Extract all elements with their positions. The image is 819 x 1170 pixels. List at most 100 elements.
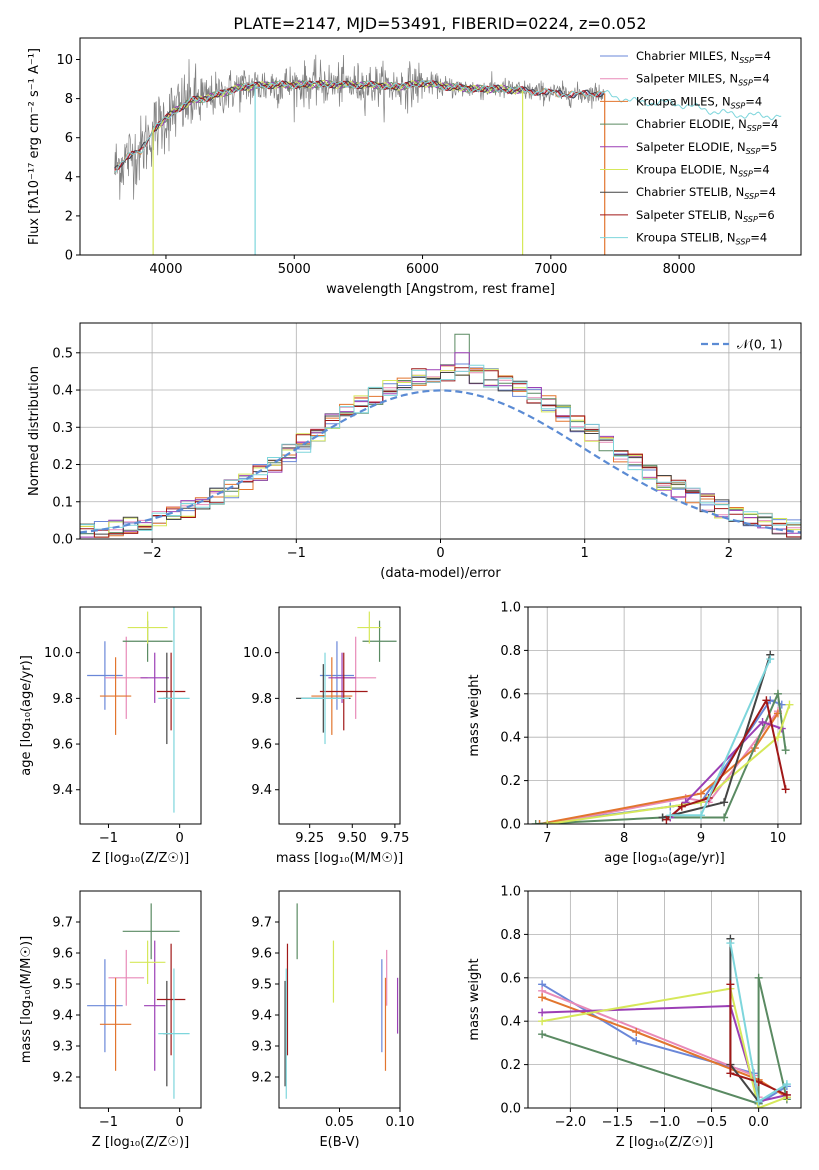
weight-line xyxy=(539,699,783,824)
x-axis-label: E(B-V) xyxy=(319,1135,359,1150)
y-tick-label: 0.4 xyxy=(52,384,73,399)
errorbar-point xyxy=(311,657,353,735)
y-tick-label: 9.6 xyxy=(251,947,272,962)
y-tick-label: 1.0 xyxy=(500,885,521,900)
panel-mass_vs_EBV: 0.05 0.10 9.2 9.3 9.4 9.5 9.6 9.7 E(B-V) xyxy=(251,890,414,1150)
x-tick-label: −1.5 xyxy=(602,1115,634,1130)
x-tick-label: −1 xyxy=(99,831,118,846)
x-tick-label: 0.0 xyxy=(748,1115,769,1130)
panel-mass_vs_Z: −1 0 9.2 9.3 9.4 9.5 9.6 9.7 Z [log₁₀(Z/Z☉)] mass… xyxy=(19,890,202,1150)
x-tick-label: 0 xyxy=(436,546,444,561)
y-tick-label: 9.2 xyxy=(52,1071,73,1086)
figure-title: PLATE=2147, MJD=53491, FIBERID=0224, z=0… xyxy=(233,14,646,33)
weight-marker xyxy=(782,1090,791,1099)
x-tick-label: 9 xyxy=(697,831,705,846)
y-tick-label: 0.0 xyxy=(500,818,521,833)
weight-marker xyxy=(632,1036,641,1045)
y-tick-label: 0.4 xyxy=(500,731,521,746)
y-tick-label: 0.2 xyxy=(52,458,73,473)
weight-line xyxy=(729,984,788,1096)
weight-marker xyxy=(785,700,794,709)
axes-frame xyxy=(527,606,802,825)
x-tick-label: 4000 xyxy=(149,262,182,277)
errorbar-point xyxy=(328,652,356,703)
weight-marker xyxy=(538,993,547,1002)
x-tick-label: 0.05 xyxy=(325,1115,354,1130)
plot-area xyxy=(538,934,791,1108)
weight-marker xyxy=(773,689,782,698)
errorbar-point xyxy=(319,652,368,731)
x-tick-label: 7000 xyxy=(534,262,567,277)
x-tick-label: 9.25 xyxy=(295,831,324,846)
y-tick-label: 0.0 xyxy=(500,1102,521,1117)
y-axis-label: Normed distribution xyxy=(27,366,42,496)
y-tick-label: 0.0 xyxy=(52,533,73,548)
weight-marker xyxy=(720,813,729,822)
y-axis-label: mass [log₁₀(M/M☉)] xyxy=(19,936,34,1063)
x-tick-label: 7 xyxy=(543,831,551,846)
y-tick-label: 9.4 xyxy=(52,783,73,798)
weight-marker xyxy=(538,1017,547,1026)
x-tick-label: 9.75 xyxy=(380,831,409,846)
y-tick-label: 9.6 xyxy=(251,738,272,753)
weight-line xyxy=(539,712,779,824)
errorbar-point xyxy=(357,611,382,644)
y-tick-label: 0 xyxy=(65,249,73,264)
x-axis-label: Z [log₁₀(Z/Z☉)] xyxy=(616,1135,713,1150)
x-tick-label: 8000 xyxy=(663,262,696,277)
x-tick-label: −2.0 xyxy=(555,1115,587,1130)
y-tick-label: 10.0 xyxy=(44,646,73,661)
y-tick-label: 0.4 xyxy=(500,1015,521,1030)
x-axis-label: wavelength [Angstrom, rest frame] xyxy=(326,282,555,297)
y-axis-label: age [log₁₀(age/yr)] xyxy=(19,655,34,776)
y-tick-label: 9.6 xyxy=(52,947,73,962)
errorbar-point xyxy=(129,940,166,984)
legend-entry: Salpeter MILES, NSSP=4 xyxy=(636,72,770,88)
weight-marker xyxy=(543,820,552,824)
errorbar-point xyxy=(87,959,123,1053)
weight-marker xyxy=(782,1080,791,1089)
model-spectrum xyxy=(114,80,782,173)
x-axis-label: mass [log₁₀(M/M☉)] xyxy=(276,851,403,866)
axes-frame xyxy=(278,606,401,825)
y-tick-label: 9.7 xyxy=(251,916,272,931)
y-axis-label: mass weight xyxy=(467,674,482,756)
x-tick-label: 6000 xyxy=(406,262,439,277)
y-tick-label: 9.3 xyxy=(251,1040,272,1055)
y-tick-label: 0.2 xyxy=(500,774,521,789)
weight-line xyxy=(541,987,788,1108)
y-tick-label: 0.2 xyxy=(500,1058,521,1073)
legend-entry: Chabrier STELIB, NSSP=4 xyxy=(636,185,776,201)
plot-area xyxy=(80,333,801,538)
y-tick-label: 0.6 xyxy=(500,971,521,986)
weight-line xyxy=(542,1004,788,1103)
residual-histogram xyxy=(80,352,801,538)
x-tick-label: −1 xyxy=(99,1115,118,1130)
plot-area xyxy=(284,903,399,1099)
legend-entry: Kroupa ELODIE, NSSP=4 xyxy=(636,163,770,179)
x-tick-label: −1 xyxy=(287,546,306,561)
y-axis-label: Flux [fλ10⁻¹⁷ erg cm⁻² s⁻¹ A⁻¹] xyxy=(27,48,42,245)
weight-marker xyxy=(666,811,675,820)
y-tick-label: 0.1 xyxy=(52,495,73,510)
y-tick-label: 6 xyxy=(65,131,73,146)
x-tick-label: −2 xyxy=(143,546,162,561)
y-tick-label: 9.5 xyxy=(251,978,272,993)
panel-mass_weight_vs_Z: −2.0 −1.5 −1.0 −0.5 0.0 0.0 0.2 0.4 0.6 0.8 1.0 Z [… xyxy=(467,885,802,1150)
y-tick-label: 0.6 xyxy=(500,687,521,702)
y-tick-label: 9.7 xyxy=(52,916,73,931)
axes-frame xyxy=(79,37,802,256)
legend-entry: Chabrier ELODIE, NSSP=4 xyxy=(636,117,778,133)
x-tick-label: 10 xyxy=(770,831,787,846)
x-tick-label: 2 xyxy=(725,546,733,561)
weight-marker xyxy=(632,1028,641,1037)
y-tick-label: 0.5 xyxy=(52,346,73,361)
errorbar-point xyxy=(99,977,132,1071)
plot-area xyxy=(87,903,190,1099)
legend-entry: Kroupa MILES, NSSP=4 xyxy=(636,94,762,110)
x-tick-label: −0.5 xyxy=(696,1115,728,1130)
legend-entry: Chabrier MILES, NSSP=4 xyxy=(636,49,771,65)
x-tick-label: 1 xyxy=(581,546,589,561)
